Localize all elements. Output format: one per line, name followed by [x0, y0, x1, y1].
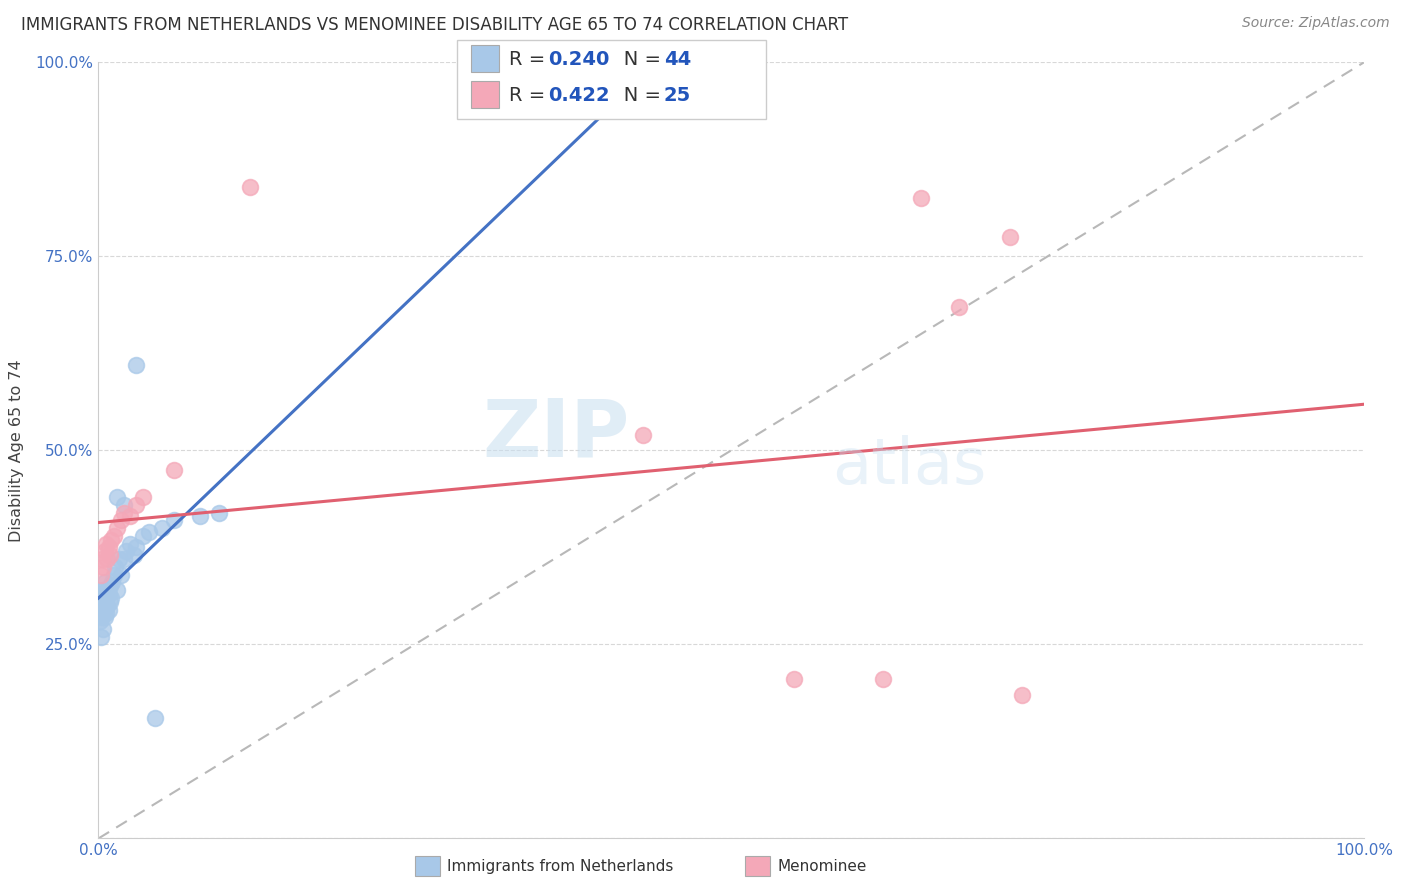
Point — [107, 490, 129, 504]
Point — [872, 673, 894, 687]
Point — [93, 610, 117, 624]
Text: N =: N = — [605, 86, 666, 105]
Point — [150, 521, 173, 535]
Point — [107, 583, 129, 598]
Text: R =: R = — [509, 50, 551, 70]
Point — [103, 567, 125, 582]
Point — [107, 552, 129, 566]
Point — [208, 506, 231, 520]
Point — [90, 630, 112, 644]
Point — [93, 599, 115, 613]
Point — [96, 552, 118, 566]
Point — [910, 191, 932, 205]
Point — [91, 610, 114, 624]
Point — [163, 513, 186, 527]
Point — [94, 607, 117, 621]
Point — [998, 230, 1021, 244]
Point — [93, 560, 115, 574]
Point — [89, 614, 111, 628]
Point — [94, 591, 117, 605]
Point — [110, 513, 132, 527]
Point — [112, 506, 135, 520]
Point — [107, 521, 129, 535]
Point — [125, 541, 148, 555]
Point — [631, 428, 654, 442]
Point — [125, 498, 148, 512]
Point — [90, 567, 112, 582]
Point — [120, 536, 141, 550]
Point — [97, 541, 120, 555]
Point — [96, 583, 118, 598]
Text: Menominee: Menominee — [778, 859, 868, 873]
Point — [132, 529, 155, 543]
Point — [101, 575, 124, 590]
Point — [104, 560, 127, 574]
Point — [91, 552, 114, 566]
Text: N =: N = — [605, 50, 666, 70]
Point — [125, 358, 148, 372]
Text: ZIP: ZIP — [482, 396, 630, 474]
Point — [97, 587, 120, 601]
Point — [163, 463, 186, 477]
Point — [97, 602, 120, 616]
Point — [145, 711, 166, 725]
Point — [93, 575, 117, 590]
Point — [94, 536, 117, 550]
Point — [100, 591, 122, 605]
Point — [103, 529, 125, 543]
Point — [98, 579, 121, 593]
Point — [98, 548, 121, 562]
Point — [93, 544, 117, 558]
Point — [188, 509, 211, 524]
Text: R =: R = — [509, 86, 551, 105]
Text: 25: 25 — [664, 86, 690, 105]
Point — [1011, 688, 1033, 702]
Point — [239, 179, 262, 194]
Point — [112, 552, 135, 566]
Point — [115, 544, 138, 558]
Text: 0.240: 0.240 — [548, 50, 610, 70]
Point — [112, 498, 135, 512]
Point — [96, 599, 118, 613]
Point — [93, 622, 115, 636]
Text: Immigrants from Netherlands: Immigrants from Netherlands — [447, 859, 673, 873]
Point — [100, 533, 122, 547]
Y-axis label: Disability Age 65 to 74: Disability Age 65 to 74 — [10, 359, 24, 541]
Point — [91, 602, 114, 616]
Text: 44: 44 — [664, 50, 690, 70]
Text: IMMIGRANTS FROM NETHERLANDS VS MENOMINEE DISABILITY AGE 65 TO 74 CORRELATION CHA: IMMIGRANTS FROM NETHERLANDS VS MENOMINEE… — [21, 16, 848, 34]
Point — [783, 673, 806, 687]
Point — [98, 595, 121, 609]
Point — [132, 490, 155, 504]
Text: atlas: atlas — [832, 435, 987, 497]
Text: Source: ZipAtlas.com: Source: ZipAtlas.com — [1241, 16, 1389, 30]
Point — [948, 300, 970, 314]
Point — [138, 524, 160, 539]
Text: 0.422: 0.422 — [548, 86, 610, 105]
Point — [90, 607, 112, 621]
Point — [110, 567, 132, 582]
Point — [120, 509, 141, 524]
Point — [122, 548, 145, 562]
Point — [90, 591, 112, 605]
Point — [93, 583, 115, 598]
Point — [89, 599, 111, 613]
Point — [93, 595, 117, 609]
Point — [91, 587, 114, 601]
